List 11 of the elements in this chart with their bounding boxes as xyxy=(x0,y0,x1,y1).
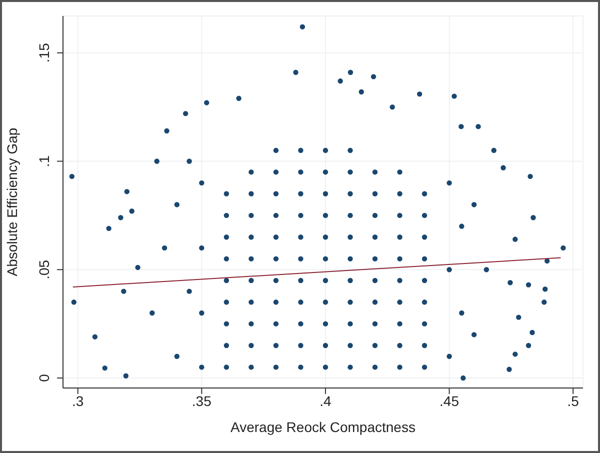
y-tick-label: 0 xyxy=(36,374,52,382)
y-axis-title: Absolute Efficiency Gap xyxy=(4,128,20,276)
x-tick-label: .5 xyxy=(567,392,580,409)
y-tick-label: .15 xyxy=(36,42,52,63)
x-tick-label: .45 xyxy=(440,392,460,409)
x-tick-label: .35 xyxy=(192,392,212,409)
x-tick-label: .3 xyxy=(72,392,84,409)
x-tick-label: .4 xyxy=(320,392,332,409)
y-tick-label: .05 xyxy=(36,260,52,280)
x-axis-title: Average Reock Compactness xyxy=(230,419,416,435)
y-tick-label: .1 xyxy=(36,155,52,168)
